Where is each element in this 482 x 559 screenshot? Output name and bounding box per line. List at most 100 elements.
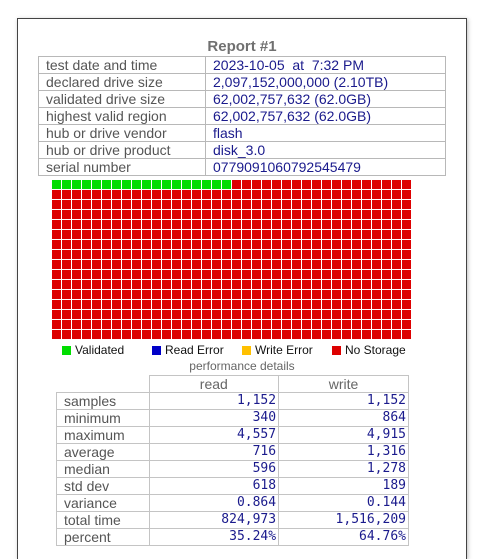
no-storage-block (332, 290, 341, 299)
no-storage-block (102, 250, 111, 259)
no-storage-block (382, 330, 391, 339)
no-storage-block (82, 210, 91, 219)
metric-label: minimum (56, 409, 150, 427)
no-storage-block (182, 320, 191, 329)
no-storage-block (152, 270, 161, 279)
no-storage-block (222, 190, 231, 199)
no-storage-block (92, 240, 101, 249)
no-storage-block (362, 210, 371, 219)
no-storage-block (222, 310, 231, 319)
no-storage-block (282, 220, 291, 229)
info-row-test-date: test date and time 2023-10-05 at 7:32 PM (38, 56, 446, 74)
no-storage-block (332, 260, 341, 269)
no-storage-block (62, 240, 71, 249)
no-storage-block (132, 280, 141, 289)
no-storage-block (142, 260, 151, 269)
no-storage-block (362, 310, 371, 319)
no-storage-block (72, 250, 81, 259)
no-storage-block (252, 230, 261, 239)
no-storage-block (192, 190, 201, 199)
no-storage-block (202, 220, 211, 229)
no-storage-block (332, 330, 341, 339)
no-storage-block (282, 240, 291, 249)
no-storage-block (312, 310, 321, 319)
read-value: 35.24% (148, 528, 280, 546)
no-storage-block (342, 220, 351, 229)
no-storage-block (52, 260, 61, 269)
no-storage-block (52, 330, 61, 339)
no-storage-block (182, 290, 191, 299)
validated-block (52, 180, 61, 189)
no-storage-block (242, 330, 251, 339)
info-row-product: hub or drive product disk_3.0 (38, 141, 446, 159)
no-storage-block (302, 190, 311, 199)
no-storage-block (342, 190, 351, 199)
no-storage-block (102, 290, 111, 299)
no-storage-block (342, 230, 351, 239)
no-storage-block (292, 280, 301, 289)
no-storage-block (212, 290, 221, 299)
no-storage-block (192, 300, 201, 309)
legend-label: Write Error (255, 343, 313, 357)
no-storage-block (312, 220, 321, 229)
no-storage-block (242, 240, 251, 249)
no-storage-block (382, 300, 391, 309)
no-storage-block (242, 220, 251, 229)
no-storage-block (322, 330, 331, 339)
no-storage-block (382, 210, 391, 219)
no-storage-block (222, 220, 231, 229)
no-storage-block (302, 210, 311, 219)
no-storage-block (252, 260, 261, 269)
no-storage-block (392, 310, 401, 319)
metric-label: median (56, 460, 150, 478)
no-storage-block (152, 290, 161, 299)
no-storage-block (222, 260, 231, 269)
legend-label: Read Error (165, 343, 224, 357)
no-storage-block (402, 230, 411, 239)
no-storage-block (222, 320, 231, 329)
no-storage-block (112, 250, 121, 259)
no-storage-block (122, 260, 131, 269)
no-storage-block (222, 240, 231, 249)
no-storage-block (192, 200, 201, 209)
no-storage-block (262, 240, 271, 249)
no-storage-block (252, 320, 261, 329)
no-storage-block (332, 240, 341, 249)
validated-block (112, 180, 121, 189)
no-storage-block (172, 320, 181, 329)
read-value: 1,152 (148, 392, 280, 410)
no-storage-block (162, 310, 171, 319)
legend-label: Validated (75, 343, 125, 357)
no-storage-block (302, 300, 311, 309)
no-storage-block (242, 270, 251, 279)
no-storage-block (282, 250, 291, 259)
report-title: Report #1 (207, 38, 277, 55)
perf-row-percent: percent 35.24% 64.76% (56, 528, 409, 546)
no-storage-block (372, 190, 381, 199)
no-storage-block (82, 330, 91, 339)
no-storage-block (392, 300, 401, 309)
no-storage-block (112, 220, 121, 229)
no-storage-block (262, 230, 271, 239)
no-storage-block (212, 330, 221, 339)
no-storage-block (62, 260, 71, 269)
no-storage-block (292, 320, 301, 329)
no-storage-block (322, 240, 331, 249)
no-storage-block (352, 260, 361, 269)
no-storage-block (112, 240, 121, 249)
no-storage-block (242, 210, 251, 219)
no-storage-block (62, 250, 71, 259)
no-storage-block (222, 330, 231, 339)
no-storage-block (82, 220, 91, 229)
no-storage-block (132, 240, 141, 249)
no-storage-block (302, 280, 311, 289)
no-storage-block (402, 320, 411, 329)
no-storage-block (382, 240, 391, 249)
no-storage-block (142, 250, 151, 259)
no-storage-block (72, 240, 81, 249)
no-storage-block (132, 220, 141, 229)
no-storage-block (262, 290, 271, 299)
no-storage-block (342, 260, 351, 269)
no-storage-block (272, 180, 281, 189)
no-storage-block (342, 250, 351, 259)
